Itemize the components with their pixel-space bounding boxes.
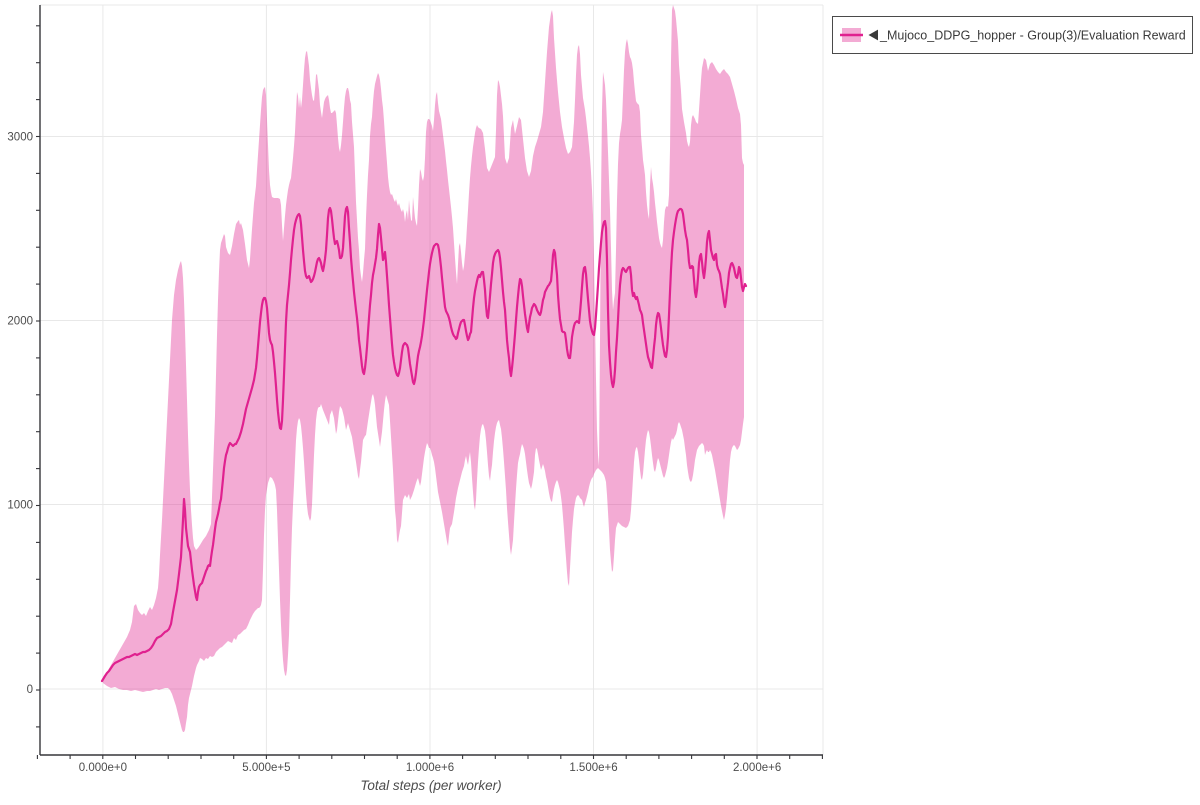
svg-text:1.500e+6: 1.500e+6 — [569, 762, 617, 774]
svg-text:2.000e+6: 2.000e+6 — [733, 762, 781, 774]
svg-text:3000: 3000 — [7, 132, 33, 144]
svg-text:5.000e+5: 5.000e+5 — [242, 762, 290, 774]
svg-text:0: 0 — [27, 684, 33, 696]
svg-text:Total steps (per worker): Total steps (per worker) — [360, 778, 501, 793]
svg-text:2000: 2000 — [7, 316, 33, 328]
svg-text:_Mujoco_DDPG_hopper - Group(3): _Mujoco_DDPG_hopper - Group(3)/Evaluatio… — [879, 29, 1186, 43]
svg-text:0.000e+0: 0.000e+0 — [79, 762, 127, 774]
svg-text:1000: 1000 — [7, 500, 33, 512]
svg-text:1.000e+6: 1.000e+6 — [406, 762, 454, 774]
